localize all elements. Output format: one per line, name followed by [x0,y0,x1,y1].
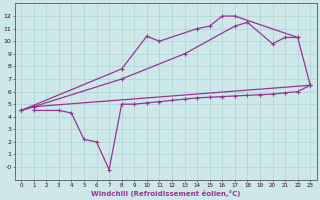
X-axis label: Windchill (Refroidissement éolien,°C): Windchill (Refroidissement éolien,°C) [91,190,240,197]
